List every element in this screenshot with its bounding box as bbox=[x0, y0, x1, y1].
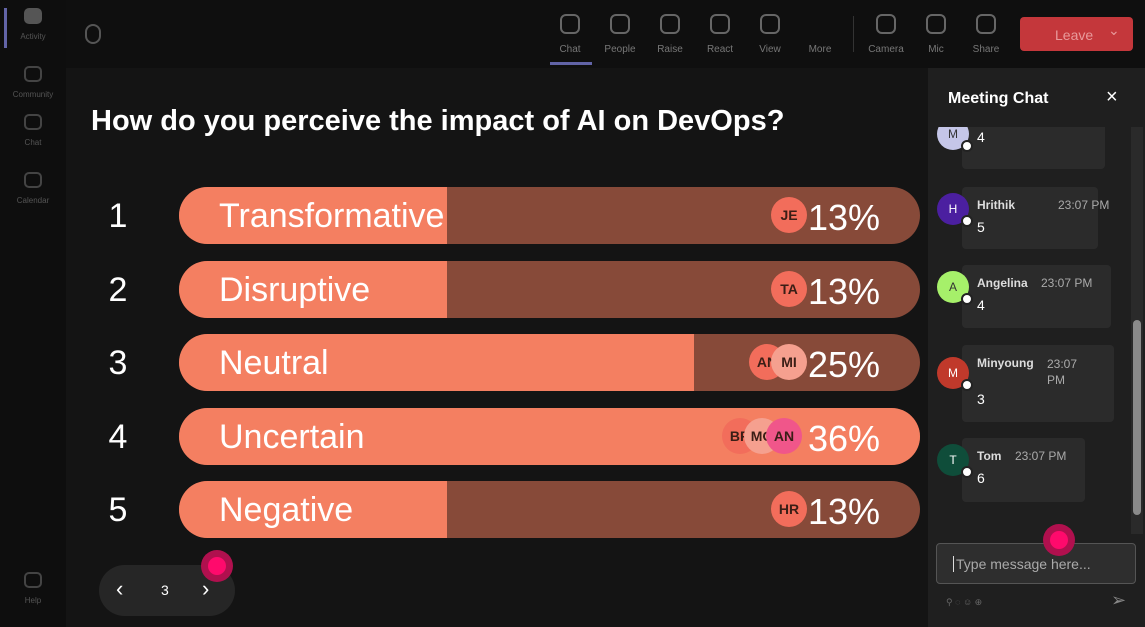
voter-avatar: AN bbox=[766, 417, 802, 454]
input-placeholder[interactable]: Type message here... bbox=[953, 556, 1091, 572]
message-bubble bbox=[962, 438, 1085, 502]
message-name: Minyoung bbox=[977, 356, 1034, 370]
toolbar-label[interactable]: People bbox=[604, 44, 636, 55]
voter-avatar: JE bbox=[771, 197, 807, 233]
option-fill bbox=[179, 187, 447, 244]
voter-avatar: TA bbox=[771, 270, 807, 307]
voter-avatar: MI bbox=[771, 344, 807, 380]
message-bubble bbox=[962, 345, 1114, 422]
toolbar-label[interactable]: Camera bbox=[868, 44, 904, 55]
option-rank: 5 bbox=[108, 491, 128, 529]
toolbar-icon bbox=[710, 14, 730, 34]
option-percent: 13% bbox=[807, 270, 880, 312]
toolbar-icon bbox=[760, 14, 780, 34]
rail-label[interactable]: Activity bbox=[20, 32, 46, 41]
toolbar-label[interactable]: Raise bbox=[657, 44, 683, 55]
message-name: Angelina bbox=[977, 276, 1028, 290]
message-name: Tom bbox=[977, 449, 1002, 463]
separator bbox=[853, 16, 854, 52]
option-percent: 13% bbox=[807, 197, 880, 238]
option-rank: 1 bbox=[108, 197, 128, 235]
chat-tab-indicator bbox=[550, 62, 592, 65]
message-time: 23:07 PM bbox=[1041, 276, 1093, 290]
message-bubble bbox=[962, 187, 1098, 249]
toolbar-label[interactable]: Mic bbox=[928, 44, 944, 55]
toolbar-icon bbox=[926, 14, 946, 34]
next-button[interactable]: › bbox=[202, 576, 210, 601]
message-time: 23:07 PM bbox=[1047, 357, 1078, 387]
chat-list: Morgan23:07 PM4MHrithik23:07 PM5HAngelin… bbox=[928, 127, 1131, 534]
pointer-dot-core bbox=[1050, 531, 1068, 549]
option-rank: 2 bbox=[108, 270, 128, 309]
format-icons[interactable]: ⚲ ◌ ☺ ⊕ bbox=[946, 597, 983, 607]
toolbar-label[interactable]: Chat bbox=[559, 44, 581, 55]
toolbar-icon bbox=[660, 14, 680, 34]
shield-icon bbox=[85, 24, 101, 44]
rail-selection bbox=[4, 8, 7, 48]
option-label: Transformative bbox=[219, 197, 445, 235]
close-button[interactable]: × bbox=[1106, 86, 1118, 108]
rail-label[interactable]: Help bbox=[24, 596, 42, 605]
option-label: Disruptive bbox=[219, 270, 371, 309]
option-percent: 13% bbox=[807, 491, 880, 532]
option-fill bbox=[179, 334, 694, 391]
toolbar-icon bbox=[560, 14, 580, 34]
message-text: 3 bbox=[977, 391, 985, 407]
toolbar bbox=[66, 0, 1145, 68]
prev-button[interactable]: ‹ bbox=[116, 576, 124, 601]
option-fill bbox=[179, 260, 447, 318]
presence-dot bbox=[961, 466, 973, 478]
scroll-thumb[interactable] bbox=[1133, 320, 1141, 515]
option-fill bbox=[179, 481, 447, 538]
message-text: 4 bbox=[977, 297, 985, 313]
message-time: 23:07 PM bbox=[1058, 198, 1110, 212]
option-percent: 36% bbox=[807, 417, 880, 459]
presence-dot bbox=[961, 140, 973, 152]
option-label: Neutral bbox=[219, 344, 329, 382]
rail-icon bbox=[24, 66, 42, 82]
message-bubble bbox=[962, 127, 1105, 169]
pointer-dot-core bbox=[208, 557, 226, 575]
option-label: Uncertain bbox=[219, 417, 365, 456]
toolbar-icon bbox=[810, 14, 830, 34]
message-time: 23:07 PM bbox=[1015, 449, 1067, 463]
toolbar-label[interactable]: More bbox=[808, 44, 832, 55]
left-rail bbox=[0, 0, 66, 627]
rail-icon bbox=[24, 172, 42, 188]
message-text: 4 bbox=[977, 129, 985, 145]
leave-dropdown[interactable]: ⌄ bbox=[1108, 22, 1120, 38]
presence-dot bbox=[961, 293, 973, 305]
poll-question: How do you perceive the impact of AI on … bbox=[91, 105, 785, 137]
rail-icon bbox=[24, 572, 42, 588]
send-button[interactable]: ➢ bbox=[1111, 590, 1127, 610]
rail-icon bbox=[24, 8, 42, 24]
toolbar-icon bbox=[610, 14, 630, 34]
option-percent: 25% bbox=[807, 344, 880, 385]
presence-dot bbox=[961, 215, 973, 227]
toolbar-label[interactable]: React bbox=[706, 44, 734, 55]
presence-dot bbox=[961, 379, 973, 391]
rail-label[interactable]: Chat bbox=[24, 138, 42, 147]
leave-label[interactable]: Leave bbox=[1055, 27, 1094, 43]
toolbar-icon bbox=[876, 14, 896, 34]
option-rank: 3 bbox=[108, 344, 128, 382]
leave-button[interactable] bbox=[1020, 17, 1133, 51]
message-text: 5 bbox=[977, 219, 985, 235]
message-input[interactable] bbox=[936, 543, 1136, 584]
rail-label[interactable]: Calendar bbox=[16, 196, 50, 205]
page-number: 3 bbox=[161, 582, 169, 598]
rail-label[interactable]: Community bbox=[12, 90, 54, 99]
toolbar-label[interactable]: Share bbox=[972, 44, 1000, 55]
message-text: 6 bbox=[977, 470, 985, 486]
voter-avatar: HR bbox=[771, 491, 807, 527]
toolbar-icon bbox=[976, 14, 996, 34]
option-rank: 4 bbox=[108, 417, 128, 456]
message-name: Hrithik bbox=[977, 198, 1016, 212]
toolbar-label[interactable]: View bbox=[759, 44, 781, 55]
message-bubble bbox=[962, 265, 1111, 328]
rail-icon bbox=[24, 114, 42, 130]
chat-title: Meeting Chat bbox=[948, 90, 1049, 107]
option-label: Negative bbox=[219, 491, 354, 529]
